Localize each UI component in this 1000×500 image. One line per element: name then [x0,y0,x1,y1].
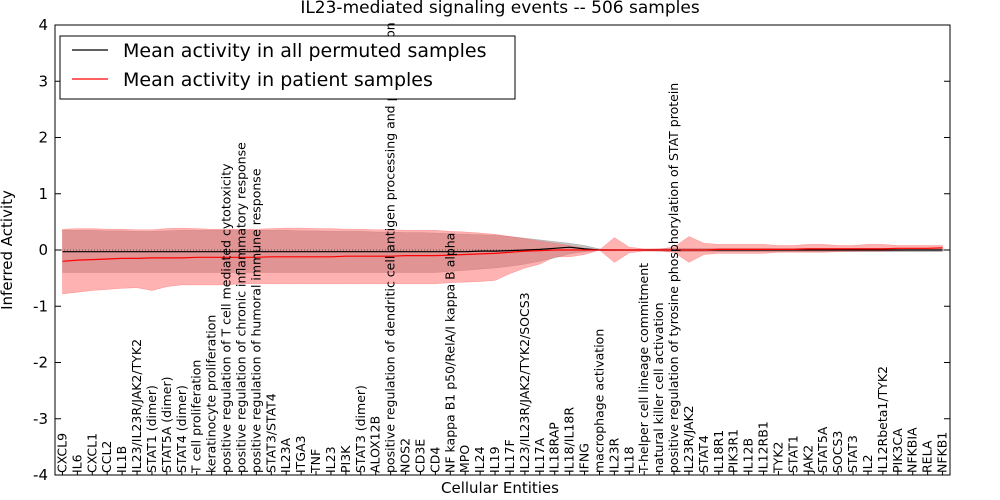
category-label: MPO [457,445,472,473]
category-label: natural killer cell activation [651,302,666,473]
legend-box [59,35,516,100]
category-label: ITGA3 [293,435,308,473]
category-label: IL23R [606,437,621,473]
category-label: T-helper cell lineage commitment [636,263,651,474]
category-label: PI3K [338,445,353,473]
category-label: CD3E [413,439,428,473]
category-label: macrophage activation [592,329,607,473]
category-label: IL18 [621,446,636,473]
category-label: IL6 [69,454,84,473]
legend-label-permuted: Mean activity in all permuted samples [123,40,486,62]
y-tick-label: 0 [38,241,48,259]
category-label: ALOX12B [368,416,383,473]
category-label: IL17A [532,437,547,473]
category-label: STAT3 [845,435,860,473]
category-label: STAT5A (dimer) [159,377,174,473]
series-line-permuted [62,246,943,253]
category-label: positive regulation of humoral immune re… [248,168,263,473]
category-label: NFKBIA [905,427,920,473]
category-label: positive regulation of chronic inflammat… [234,142,249,473]
series-lines [62,246,943,262]
category-label: STAT3/STAT4 [263,393,278,473]
y-tick-label: -3 [33,410,48,428]
y-tick-label: 1 [38,185,48,203]
chart-title: IL23-mediated signaling events -- 506 sa… [300,0,700,18]
category-label: IFNG [577,443,592,473]
category-label: CXCL1 [84,433,99,473]
category-label: PIK3R1 [726,429,741,473]
category-label: IL24 [472,446,487,473]
category-labels: CXCL9 IL6 CXCL1 CCL2 IL1B IL23/IL23R/JAK2/TYK… [55,22,950,475]
category-label: SOCS3 [830,431,845,473]
category-label: STAT1 [785,435,800,473]
category-label: IL1B [114,446,129,473]
legend: Mean activity in all permuted samples Me… [59,35,516,100]
category-label: IL12RB1 [756,421,771,473]
category-label: STAT5A [815,426,830,473]
y-tick-label: -4 [33,466,48,484]
category-label: CXCL9 [55,433,70,473]
y-tick-label: -1 [33,297,48,315]
category-label: PIK3CA [890,428,905,473]
y-tick-label: 3 [38,72,48,90]
category-label: keratinocyte proliferation [204,315,219,473]
category-label: IL23R/JAK2 [681,405,696,473]
category-label: NF kappa B1 p50/RelA/I kappa B alpha [442,233,457,473]
category-label: IL12Rbeta1/TYK2 [875,366,890,473]
category-label: NFKB1 [935,432,950,473]
category-label: TYK2 [771,442,786,474]
category-label: NOS2 [398,438,413,473]
category-label: STAT4 [696,435,711,473]
category-label: TNF [308,449,323,474]
category-label: IL18R1 [711,430,726,473]
category-label: positive regulation of dendritic cell an… [383,22,398,473]
category-label: RELA [920,440,935,473]
category-label: IL23/IL23R/JAK2/TYK2/SOCS3 [517,292,532,473]
category-label: CCL2 [99,441,114,473]
series-line-patient [62,247,943,262]
category-label: IL23/IL23R/JAK2/TYK2 [129,339,144,473]
category-label: IL23A [278,437,293,473]
y-axis-label: Inferred Activity [0,190,16,310]
category-label: positive regulation of tyrosine phosphor… [666,83,681,473]
category-label: IL19 [487,446,502,473]
plot-frame [54,24,951,476]
band-patient [62,227,943,295]
category-label: positive regulation of T cell mediated c… [219,163,234,473]
y-tick-label: -2 [33,354,48,372]
y-tick-label: 2 [38,129,48,147]
category-label: IL17F [502,439,517,473]
category-label: IL18/IL18R [562,407,577,473]
category-label: IL2 [860,454,875,473]
y-tick-label: 4 [38,16,48,34]
category-label: T cell proliferation [189,360,204,474]
category-label: STAT4 (dimer) [174,385,189,473]
category-label: CD4 [427,447,442,473]
y-axis-ticks: -4 -3 -2 -1 0 1 2 3 4 [33,16,950,484]
category-label: IL12B [741,438,756,473]
category-label: JAK2 [800,445,815,474]
category-label: IL23 [323,446,338,473]
x-axis-label: Cellular Entities [441,479,559,497]
category-label: STAT1 (dimer) [144,385,159,473]
spread-bands [62,227,943,295]
category-label: IL18RAP [547,422,562,473]
legend-label-patient: Mean activity in patient samples [123,69,433,91]
category-label: STAT3 (dimer) [353,385,368,473]
